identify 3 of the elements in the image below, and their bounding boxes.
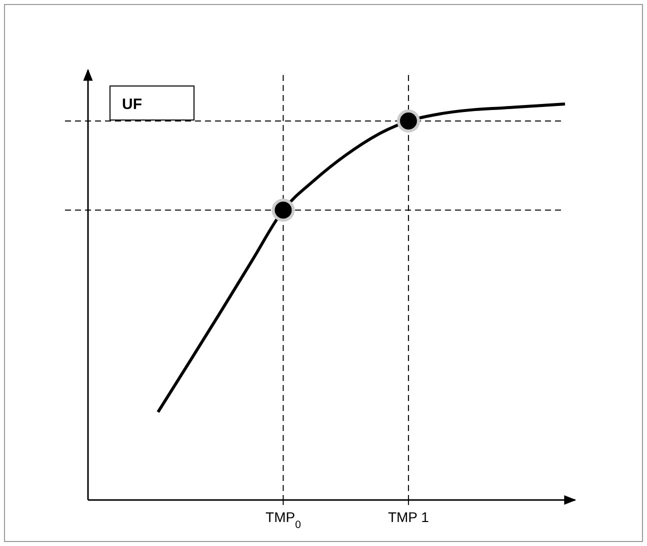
y-axis-title: UF	[122, 96, 142, 113]
x-tick-label: TMP 1	[388, 509, 430, 525]
x-tick-label: TMP$_{0}$	[266, 509, 302, 531]
